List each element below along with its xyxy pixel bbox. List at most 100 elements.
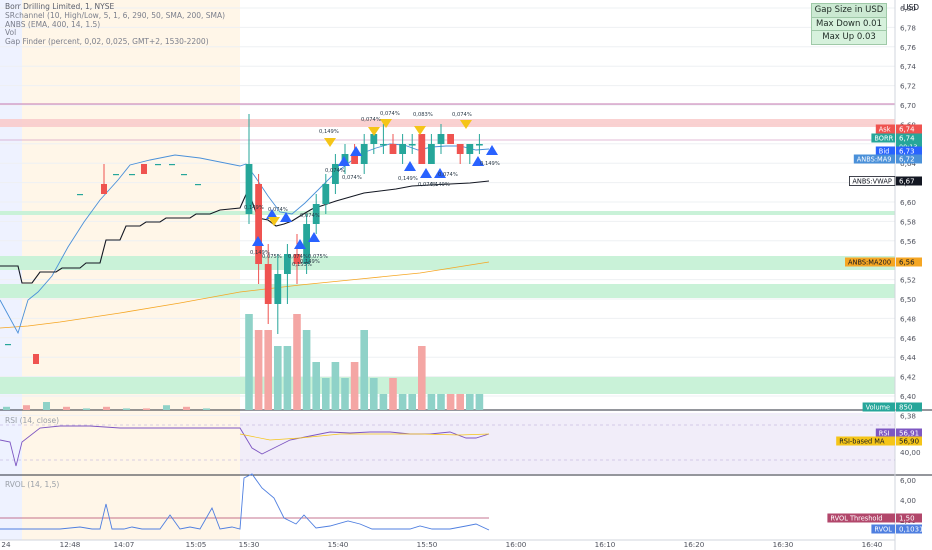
candle-24 bbox=[476, 134, 483, 154]
premarket-volume-bar-10 bbox=[203, 408, 210, 410]
premarket-candle-5 bbox=[129, 174, 135, 176]
candle-6 bbox=[303, 214, 310, 274]
gap-down-marker-3 bbox=[380, 119, 392, 128]
time-tick-4: 15:30 bbox=[239, 540, 260, 549]
volume-bar-22 bbox=[456, 394, 464, 410]
price-tick-5: 6,70 bbox=[900, 101, 916, 110]
axis-label-rsi: RSI 56,91 bbox=[875, 428, 922, 438]
candle-17 bbox=[408, 134, 416, 154]
premarket-volume-bar-4 bbox=[83, 408, 90, 410]
svg-text:ANBS:MA200: ANBS:MA200 bbox=[848, 259, 891, 267]
candle-12 bbox=[360, 134, 368, 174]
premarket-candle-1 bbox=[33, 354, 39, 364]
gap-percent-labels: 0,074%0,074% 0,083% 0,074%0,149%0,074%0,14… bbox=[244, 111, 500, 268]
rvol-tick-1: 4,00 bbox=[900, 496, 916, 505]
legend-anbs[interactable]: ANBS (EMA, 400, 14, 1.5) bbox=[5, 19, 101, 29]
volume-bar-7 bbox=[312, 362, 320, 410]
legend-vol[interactable]: Vol bbox=[5, 28, 17, 38]
volume-bar-2 bbox=[264, 330, 272, 410]
price-tick-3: 6,74 bbox=[900, 62, 916, 71]
gap-up-marker-11 bbox=[486, 145, 498, 155]
gap-label-14: 0,074% bbox=[342, 175, 362, 181]
ma9-line bbox=[0, 143, 490, 335]
volume-bar-6 bbox=[302, 330, 311, 410]
gap-label-3: 0,074% bbox=[452, 112, 472, 118]
ma200-line bbox=[0, 261, 490, 329]
currency-label[interactable]: USD bbox=[902, 3, 920, 12]
gap-down-marker-1 bbox=[324, 138, 336, 147]
gap-label-17: 0,074% bbox=[288, 254, 308, 260]
gap-down-marker-2 bbox=[368, 127, 380, 136]
svg-text:Volume: Volume bbox=[866, 404, 891, 412]
time-tick-5: 15:40 bbox=[328, 540, 349, 549]
svg-text:ANBS:VWAP: ANBS:VWAP bbox=[852, 178, 891, 186]
volume-bar-13 bbox=[370, 378, 378, 410]
gap-size-table: Gap Size in USD Max Down 0.01 Max Up 0.0… bbox=[811, 3, 887, 45]
candle-1 bbox=[255, 174, 262, 284]
price-tick-11: 6,58 bbox=[900, 217, 916, 226]
svg-text:Bid: Bid bbox=[879, 148, 890, 156]
svg-text:56,91: 56,91 bbox=[899, 430, 919, 438]
svg-text:Ask: Ask bbox=[879, 126, 891, 134]
premarket-volume-bar-8 bbox=[163, 405, 170, 410]
legend-gapfinder[interactable]: Gap Finder (percent, 0,02, 0,025, GMT+2,… bbox=[5, 37, 209, 47]
gap-label-20: 0,153% bbox=[292, 262, 312, 268]
candlesticks bbox=[5, 114, 483, 364]
volume-bar-18 bbox=[418, 346, 426, 410]
symbol-title[interactable]: Borr Drilling Limited, 1, NYSE bbox=[5, 2, 115, 11]
price-tick-18: 6,44 bbox=[900, 353, 916, 362]
gap-up-marker-0 bbox=[252, 236, 264, 246]
support-zone-3 bbox=[0, 284, 895, 298]
time-tick-6: 15:50 bbox=[417, 540, 438, 549]
volume-bar-4 bbox=[283, 346, 292, 410]
volume-bar-0 bbox=[245, 314, 253, 410]
gap-up-marker-10 bbox=[472, 156, 484, 166]
gap-label-9: 0,149% bbox=[430, 182, 450, 188]
gap-label-18: 0,149% bbox=[300, 259, 320, 265]
svg-text:BORR: BORR bbox=[874, 135, 893, 143]
time-tick-0: 24 bbox=[1, 540, 11, 549]
rsi-legend[interactable]: RSI (14, close) bbox=[5, 416, 60, 425]
volume-bar-8 bbox=[322, 378, 330, 410]
time-tick-7: 16:00 bbox=[506, 540, 527, 549]
gap-up-marker-1 bbox=[266, 209, 278, 219]
volume-bars bbox=[3, 314, 484, 410]
legend-srchannel[interactable]: SRchannel (10, High/Low, 5, 1, 6, 290, 5… bbox=[5, 10, 226, 20]
axis-label-rvol-threshold: RVOL Threshold 1,50 bbox=[827, 513, 922, 523]
candle-19 bbox=[428, 134, 435, 164]
time-axis[interactable]: 24 12:48 14:07 15:05 15:30 15:40 15:50 16:00 16:… bbox=[1, 540, 882, 549]
svg-text:6,67: 6,67 bbox=[899, 178, 915, 186]
premarket-candle-6 bbox=[141, 164, 147, 174]
rvol-legend[interactable]: RVOL (14, 1,5) bbox=[5, 480, 60, 489]
time-tick-3: 15:05 bbox=[186, 540, 207, 549]
gap-label-8: 0,074% bbox=[418, 182, 438, 188]
gap-label-0: 0,074% bbox=[361, 117, 381, 123]
time-tick-8: 16:10 bbox=[595, 540, 616, 549]
gap-down-marker-5 bbox=[460, 120, 472, 129]
gap-down-marker-0 bbox=[268, 217, 280, 226]
svg-text:6,73: 6,73 bbox=[899, 148, 915, 156]
price-tick-1: 6,78 bbox=[900, 23, 916, 32]
volume-bar-24 bbox=[475, 394, 484, 410]
volume-bar-19 bbox=[427, 394, 436, 410]
volume-bar-9 bbox=[331, 362, 340, 410]
volume-bar-23 bbox=[466, 394, 474, 410]
candle-18 bbox=[418, 134, 426, 164]
price-tick-15: 6,50 bbox=[900, 295, 916, 304]
candle-20 bbox=[437, 124, 445, 154]
candle-16 bbox=[399, 134, 406, 164]
rsi-tick-0: 40,00 bbox=[900, 448, 921, 457]
gap-label-2: 0,083% bbox=[413, 112, 433, 118]
candle-15 bbox=[389, 134, 397, 154]
support-zone-4 bbox=[0, 377, 895, 394]
candle-14 bbox=[380, 124, 387, 154]
svg-text:850: 850 bbox=[899, 404, 912, 412]
gap-label-11: 0,074% bbox=[268, 207, 288, 213]
axis-label-ask: Ask 6,74 bbox=[875, 124, 922, 134]
premarket-volume-bar-1 bbox=[23, 405, 30, 410]
premarket-volume-bar-5 bbox=[103, 406, 110, 410]
gap-label-5: 0,074% bbox=[325, 168, 345, 174]
volume-bar-15 bbox=[389, 378, 397, 410]
candle-9 bbox=[332, 154, 339, 194]
